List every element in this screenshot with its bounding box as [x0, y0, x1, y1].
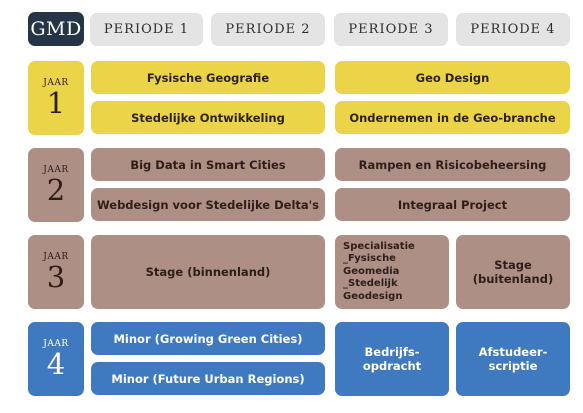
stage-buitenland-line: (buitenland) — [472, 272, 554, 286]
period-1-label: PERIODE 1 — [103, 22, 190, 37]
bedrijfsopdracht-line: opdracht — [362, 359, 422, 373]
course-label: Stedelijke Ontwikkeling — [131, 110, 285, 125]
course-big-data: Big Data in Smart Cities — [91, 148, 325, 181]
logo-text: GMD — [30, 18, 82, 40]
year-1-box: JAAR 1 — [28, 61, 84, 135]
year-1-number: 1 — [46, 86, 66, 120]
course-minor-green-cities: Minor (Growing Green Cities) — [91, 322, 325, 355]
year-2-number: 2 — [46, 173, 66, 207]
afstudeerscriptie-line: scriptie — [488, 359, 538, 373]
period-1-header: PERIODE 1 — [90, 13, 203, 46]
year-4-label: JAAR — [43, 339, 69, 349]
course-label: Minor (Growing Green Cities) — [113, 331, 303, 346]
period-2-header: PERIODE 2 — [211, 13, 325, 46]
course-minor-urban-regions: Minor (Future Urban Regions) — [91, 362, 325, 395]
year-4-number: 4 — [46, 347, 66, 381]
specialisatie-line: Specialisatie — [343, 240, 415, 252]
period-4-header: PERIODE 4 — [456, 13, 570, 46]
specialisatie-line: _Stedelijk Geodesign — [343, 278, 403, 302]
year-3-number: 3 — [46, 260, 66, 294]
course-fysische-geografie: Fysische Geografie — [91, 61, 325, 94]
period-3-label: PERIODE 3 — [348, 22, 434, 37]
course-specialisatie: Specialisatie _Fysische Geomedia _Stedel… — [335, 235, 449, 309]
bedrijfsopdracht-line: Bedrijfs- — [364, 345, 420, 359]
period-4-label: PERIODE 4 — [470, 22, 556, 37]
course-label: Minor (Future Urban Regions) — [111, 371, 305, 386]
course-ondernemen: Ondernemen in de Geo-branche — [335, 101, 570, 134]
year-1-label: JAAR — [43, 78, 69, 88]
course-label: Integraal Project — [397, 197, 508, 212]
course-geo-design: Geo Design — [335, 61, 570, 94]
specialisatie-text: Specialisatie _Fysische Geomedia _Stedel… — [343, 241, 443, 304]
specialisatie-line: _Fysische Geomedia — [343, 253, 400, 277]
course-webdesign: Webdesign voor Stedelijke Delta's — [91, 188, 325, 221]
course-label: Rampen en Risicobeheersing — [358, 157, 547, 172]
course-label: Ondernemen in de Geo-branche — [349, 110, 556, 125]
course-afstudeerscriptie: Afstudeer- scriptie — [456, 322, 570, 396]
year-2-box: JAAR 2 — [28, 148, 84, 222]
stage-buitenland-text: Stage (buitenland) — [473, 258, 553, 286]
course-stage-buitenland: Stage (buitenland) — [456, 235, 570, 309]
gmd-logo: GMD — [28, 12, 84, 46]
stage-buitenland-line: Stage — [494, 258, 532, 272]
course-label: Fysische Geografie — [146, 70, 270, 85]
year-3-label: JAAR — [43, 252, 69, 262]
course-rampen: Rampen en Risicobeheersing — [335, 148, 570, 181]
bedrijfsopdracht-text: Bedrijfs- opdracht — [363, 345, 421, 373]
course-bedrijfsopdracht: Bedrijfs- opdracht — [335, 322, 449, 396]
afstudeerscriptie-text: Afstudeer- scriptie — [479, 345, 548, 373]
course-label: Webdesign voor Stedelijke Delta's — [97, 197, 320, 212]
year-3-box: JAAR 3 — [28, 235, 84, 309]
course-label: Big Data in Smart Cities — [130, 157, 286, 172]
course-integraal-project: Integraal Project — [335, 188, 570, 221]
course-label: Stage (binnenland) — [145, 265, 271, 279]
period-2-label: PERIODE 2 — [225, 22, 311, 37]
year-2-label: JAAR — [43, 165, 69, 175]
course-label: Geo Design — [415, 70, 490, 85]
course-stedelijke-ontwikkeling: Stedelijke Ontwikkeling — [91, 101, 325, 134]
period-3-header: PERIODE 3 — [334, 13, 448, 46]
course-stage-binnenland: Stage (binnenland) — [91, 235, 325, 309]
afstudeerscriptie-line: Afstudeer- — [478, 345, 548, 359]
year-4-box: JAAR 4 — [28, 322, 84, 396]
